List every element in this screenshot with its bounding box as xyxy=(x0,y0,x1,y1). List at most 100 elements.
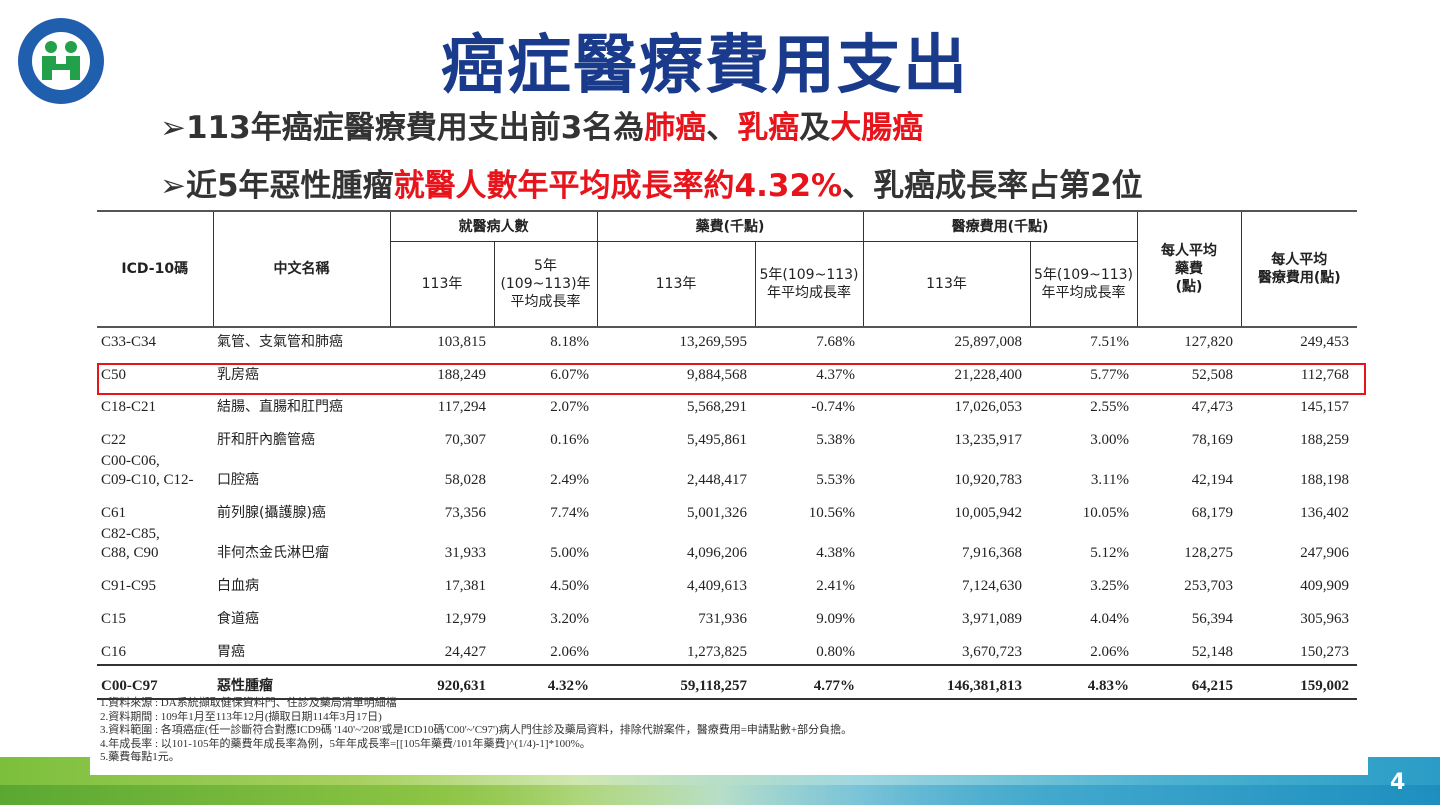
cell-patients-growth: 2.49% xyxy=(550,472,589,488)
cell-drug-growth: 0.80% xyxy=(816,644,856,660)
cell-patients: 17,381 xyxy=(444,578,486,594)
cell-per-medical: 249,453 xyxy=(1300,334,1350,350)
cell-drug: 5,001,326 xyxy=(687,505,747,521)
header-medical-year: 113年 xyxy=(862,241,1031,328)
cancer-cost-table: ICD-10碼 中文名稱 就醫病人數 藥費(千點) 醫療費用(千點) 每人平均 … xyxy=(97,210,1358,700)
bullet-top3: ➢113年癌症醫療費用支出前3名為肺癌、乳癌及大腸癌 xyxy=(160,102,923,147)
cell-code: C61 xyxy=(101,505,127,521)
cell-code: C16 xyxy=(101,644,127,660)
decorative-band-lower xyxy=(0,785,1440,805)
cell-medical-growth: 2.55% xyxy=(1090,399,1130,415)
cell-per-drug: 52,148 xyxy=(1191,644,1234,660)
cell-patients-growth: 7.74% xyxy=(550,505,589,521)
cell-per-drug: 56,394 xyxy=(1191,611,1234,627)
cell-per-medical: 409,909 xyxy=(1300,578,1350,594)
cell-drug: 2,448,417 xyxy=(687,472,747,488)
cell-name: 非何杰金氏淋巴瘤 xyxy=(217,545,329,561)
header-per-medical: 每人平均 醫療費用(點) xyxy=(1240,210,1358,328)
cell-per-drug: 128,275 xyxy=(1184,545,1234,561)
cell-medical: 21,228,400 xyxy=(954,367,1023,383)
cell-patients: 24,427 xyxy=(444,644,486,660)
table-row: C18-C21 結腸、直腸和肛門癌 117,294 2.07% 5,568,291 -0.… xyxy=(97,387,1357,419)
cell-medical: 25,897,008 xyxy=(954,334,1023,350)
cell-patients: 12,979 xyxy=(444,611,486,627)
cell-medical-growth: 10.05% xyxy=(1082,505,1130,521)
highlight-text: 肺癌 xyxy=(644,110,707,146)
bullet-arrow-icon: ➢ xyxy=(160,168,186,204)
cell-code: C91-C95 xyxy=(101,578,157,594)
cell-per-medical: 247,906 xyxy=(1300,545,1350,561)
cell-drug-growth: 10.56% xyxy=(808,505,856,521)
cell-code: C00-C06, C09-C10, C12- xyxy=(101,453,194,488)
cell-per-drug: 127,820 xyxy=(1184,334,1234,350)
cell-patients-growth: 3.20% xyxy=(550,611,589,627)
footnote: 3.資料範圍 : 各項癌症(任一診斷符合對應ICD9碼 '140'~'208'或… xyxy=(100,724,853,736)
cell-drug: 59,118,257 xyxy=(597,664,755,700)
cell-per-drug: 52,508 xyxy=(1191,367,1234,383)
cell-drug-growth: 4.77% xyxy=(755,664,864,700)
cell-patients-growth: 6.07% xyxy=(550,367,589,383)
bullet-text: 、乳癌成長率占第2位 xyxy=(842,168,1143,204)
cell-drug-growth: -0.74% xyxy=(811,399,856,415)
cell-name: 氣管、支氣管和肺癌 xyxy=(217,334,343,350)
cell-patients-growth: 4.50% xyxy=(550,578,589,594)
bullet-text: 、 xyxy=(706,110,738,146)
cell-patients: 188,249 xyxy=(437,367,486,383)
cell-medical-growth: 3.00% xyxy=(1090,432,1130,448)
cell-patients-growth: 5.00% xyxy=(550,545,589,561)
table-row: C82-C85, C88, C90 非何杰金氏淋巴瘤 31,933 5.00% 4,09… xyxy=(97,525,1357,565)
cell-name: 白血病 xyxy=(217,578,259,594)
cell-per-drug: 42,194 xyxy=(1191,472,1234,488)
cell-name: 口腔癌 xyxy=(217,472,259,488)
cell-medical: 10,920,783 xyxy=(954,472,1023,488)
cell-patients-growth: 8.18% xyxy=(550,334,589,350)
bullet-text: 113年癌症醫療費用支出前3名為 xyxy=(185,110,645,146)
bullet-growth: ➢近5年惡性腫瘤就醫人數年平均成長率約4.32%、乳癌成長率占第2位 xyxy=(160,160,1143,205)
cell-medical-growth: 5.77% xyxy=(1090,367,1130,383)
header-patients-year: 113年 xyxy=(389,241,495,328)
cell-medical: 10,005,942 xyxy=(954,505,1023,521)
cell-medical-growth: 3.11% xyxy=(1090,472,1130,488)
cell-per-drug: 68,179 xyxy=(1191,505,1234,521)
table-row: C22 肝和肝內膽管癌 70,307 0.16% 5,495,861 5.38% 13,23… xyxy=(97,419,1357,452)
cell-drug-growth: 4.37% xyxy=(816,367,856,383)
footnote: 4.年成長率 : 以101-105年的藥費年成長率為例，5年年成長率=[[105… xyxy=(100,737,591,750)
cell-per-drug: 253,703 xyxy=(1184,578,1234,594)
cell-medical: 7,124,630 xyxy=(962,578,1023,594)
cell-drug: 1,273,825 xyxy=(687,644,747,660)
table-row: C16 胃癌 24,427 2.06% 1,273,825 0.80% 3,670,723 2… xyxy=(97,631,1357,665)
cell-per-medical: 136,402 xyxy=(1300,505,1350,521)
footnote: 1.資料來源 : DA系統擷取健保資料門、住診及藥局清單明細檔 xyxy=(100,697,397,709)
cell-patients: 73,356 xyxy=(444,505,486,521)
cell-code: C00-C97 xyxy=(97,664,213,700)
cell-code: C18-C21 xyxy=(101,399,157,415)
cell-per-medical: 112,768 xyxy=(1300,367,1350,383)
cell-code: C33-C34 xyxy=(101,334,157,350)
cell-drug: 731,936 xyxy=(698,611,747,627)
header-drug-year: 113年 xyxy=(596,241,756,328)
footnote: 2.資料期間 : 109年1月至113年12月(擷取日期114年3月17日) xyxy=(100,710,382,723)
cell-per-drug: 47,473 xyxy=(1191,399,1234,415)
cell-drug: 4,409,613 xyxy=(687,578,747,594)
cell-drug-growth: 7.68% xyxy=(816,334,856,350)
cell-medical: 17,026,053 xyxy=(954,399,1023,415)
header-medical: 醫療費用(千點) xyxy=(862,210,1138,242)
cell-medical-growth: 4.04% xyxy=(1090,611,1130,627)
cell-patients: 58,028 xyxy=(444,472,486,488)
bullet-arrow-icon: ➢ xyxy=(160,110,186,146)
footnotes: 1.資料來源 : DA系統擷取健保資料門、住診及藥局清單明細檔 2.資料期間 :… xyxy=(100,697,852,765)
highlight-text: 大腸癌 xyxy=(830,110,924,146)
cell-patients-growth: 0.16% xyxy=(550,432,589,448)
slide-title: 癌症醫療費用支出 xyxy=(441,29,969,103)
cell-per-medical: 188,198 xyxy=(1300,472,1350,488)
footnote: 5.藥費每點1元。 xyxy=(100,751,180,763)
cell-medical: 13,235,917 xyxy=(954,432,1023,448)
header-drug-growth: 5年(109~113) 年平均成長率 xyxy=(754,241,864,328)
table-row: C33-C34 氣管、支氣管和肺癌 103,815 8.18% 13,269,595 7.… xyxy=(97,327,1357,354)
table-row: C50 乳房癌 188,249 6.07% 9,884,568 4.37% 21,228,4… xyxy=(97,354,1357,387)
cell-drug-growth: 5.38% xyxy=(816,432,856,448)
cell-name: 惡性腫瘤 xyxy=(213,664,390,700)
cell-patients: 31,933 xyxy=(444,545,486,561)
cell-medical-growth: 4.83% xyxy=(1030,664,1138,700)
cell-medical-growth: 2.06% xyxy=(1090,644,1130,660)
